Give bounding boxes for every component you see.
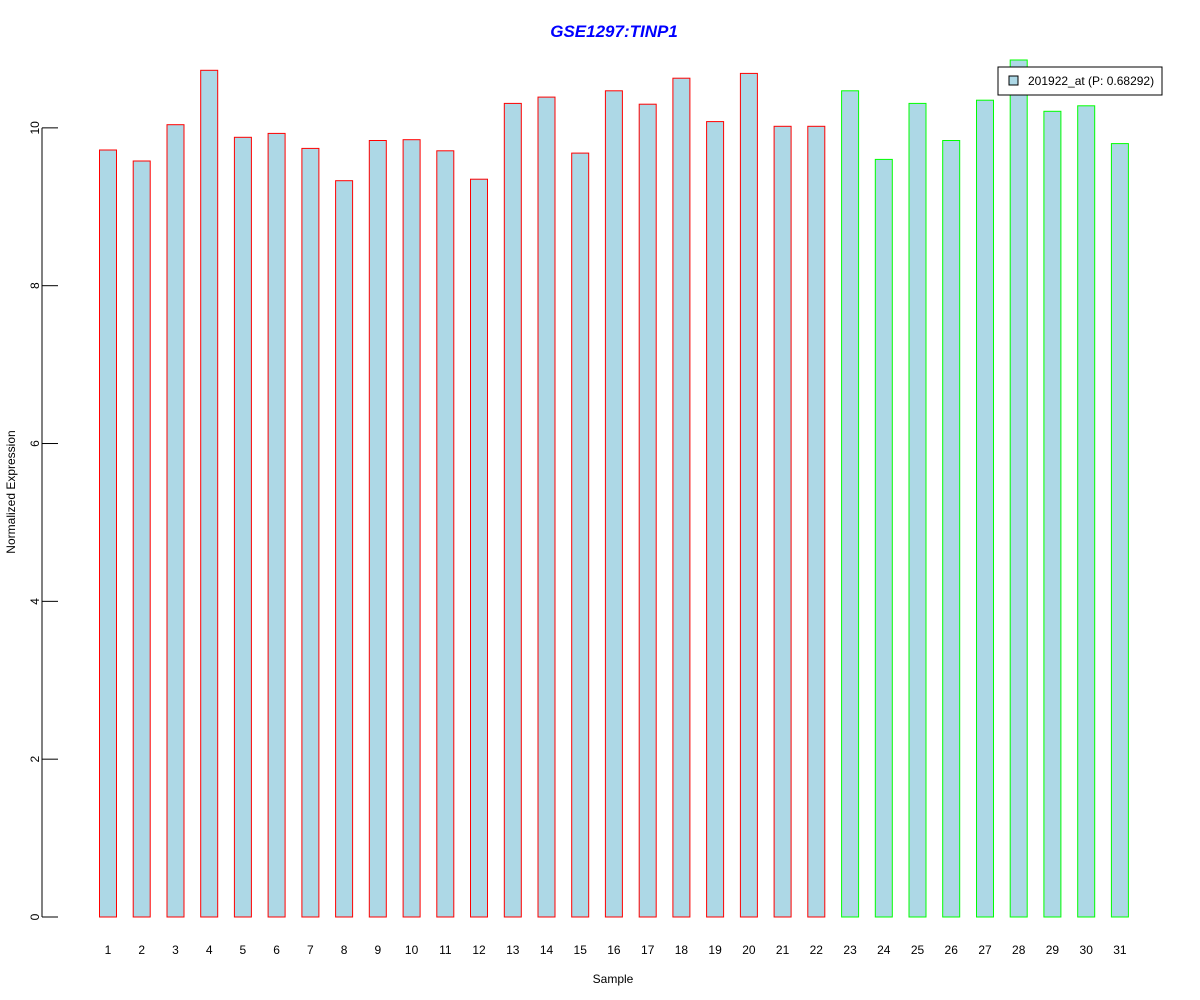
y-axis-label: Normalized Expression: [4, 430, 18, 553]
x-tick-label: 17: [641, 943, 655, 957]
x-tick-label: 9: [374, 943, 381, 957]
legend-swatch: [1008, 75, 1019, 86]
bar-sample-19: [706, 121, 725, 918]
bars-group: [99, 59, 1129, 918]
legend-box: [997, 66, 1163, 96]
x-tick-label: 19: [708, 943, 722, 957]
x-tick-label: 21: [776, 943, 790, 957]
x-tick-label: 24: [877, 943, 891, 957]
bar-sample-12: [470, 178, 488, 918]
x-tick-label: 25: [911, 943, 925, 957]
bar-sample-29: [1043, 110, 1062, 918]
x-tick-label: 14: [540, 943, 554, 957]
x-tick-label: 3: [172, 943, 179, 957]
x-tick-label: 10: [405, 943, 419, 957]
bar-sample-18: [672, 77, 691, 918]
bar-sample-24: [874, 158, 893, 918]
bar-sample-26: [942, 140, 961, 918]
bar-sample-1: [99, 149, 117, 918]
x-tick-label: 6: [273, 943, 280, 957]
bar-sample-8: [335, 180, 354, 918]
bar-sample-16: [604, 90, 623, 918]
bar-sample-6: [267, 132, 286, 918]
bar-sample-25: [908, 102, 927, 918]
legend-label: 201922_at (P: 0.68292): [1028, 74, 1154, 88]
bar-sample-11: [436, 150, 455, 918]
x-tick-label: 7: [307, 943, 314, 957]
x-tick-label: 29: [1046, 943, 1060, 957]
bar-sample-15: [571, 152, 590, 918]
x-tick-label: 5: [240, 943, 247, 957]
bar-sample-14: [537, 96, 556, 918]
x-axis-label: Sample: [593, 972, 634, 986]
bar-sample-2: [132, 160, 151, 918]
x-tick-label: 1: [105, 943, 112, 957]
legend: 201922_at (P: 0.68292): [997, 66, 1163, 96]
y-tick-label: 10: [28, 121, 42, 135]
bar-sample-3: [166, 124, 185, 918]
y-tick-label: 4: [28, 598, 42, 605]
y-axis: 0 2 4 6 8 10: [28, 121, 58, 920]
x-tick-label: 16: [607, 943, 621, 957]
bar-sample-10: [402, 139, 421, 918]
x-tick-label: 27: [978, 943, 992, 957]
bar-sample-21: [773, 125, 792, 918]
bar-sample-22: [807, 125, 826, 918]
bar-sample-30: [1077, 105, 1096, 918]
bar-sample-31: [1110, 143, 1129, 918]
x-tick-label: 31: [1113, 943, 1127, 957]
bar-sample-7: [301, 147, 320, 918]
x-tick-label: 13: [506, 943, 520, 957]
x-tick-label: 11: [439, 943, 452, 957]
x-tick-label: 2: [138, 943, 145, 957]
x-tick-label: 23: [843, 943, 857, 957]
x-tick-label: 4: [206, 943, 213, 957]
y-tick-label: 8: [28, 282, 42, 289]
y-tick-label: 2: [28, 756, 42, 763]
bar-sample-13: [503, 102, 522, 918]
x-tick-label: 18: [675, 943, 689, 957]
x-tick-label: 30: [1080, 943, 1094, 957]
bar-sample-5: [233, 136, 252, 918]
x-tick-label: 12: [472, 943, 486, 957]
bar-sample-27: [976, 99, 994, 918]
x-tick-label: 8: [341, 943, 348, 957]
bar-sample-23: [841, 90, 860, 918]
y-tick-label: 6: [28, 440, 42, 447]
bar-sample-4: [200, 69, 219, 918]
x-tick-label: 20: [742, 943, 756, 957]
x-tick-label: 28: [1012, 943, 1026, 957]
x-tick-labels: 1 2 3 4 5 6 7 8 9 10 11 12 13 14 15 16 17 18 19 20 21 22 23 24 2…: [105, 943, 1127, 957]
chart-title: GSE1297:TINP1: [550, 22, 678, 41]
x-tick-label: 15: [574, 943, 588, 957]
bar-sample-9: [368, 140, 387, 918]
y-tick-label: 0: [28, 913, 42, 920]
x-tick-label: 26: [945, 943, 959, 957]
x-tick-label: 22: [810, 943, 824, 957]
bar-sample-28: [1009, 59, 1028, 918]
bar-sample-17: [638, 103, 657, 918]
bar-sample-20: [739, 72, 758, 918]
